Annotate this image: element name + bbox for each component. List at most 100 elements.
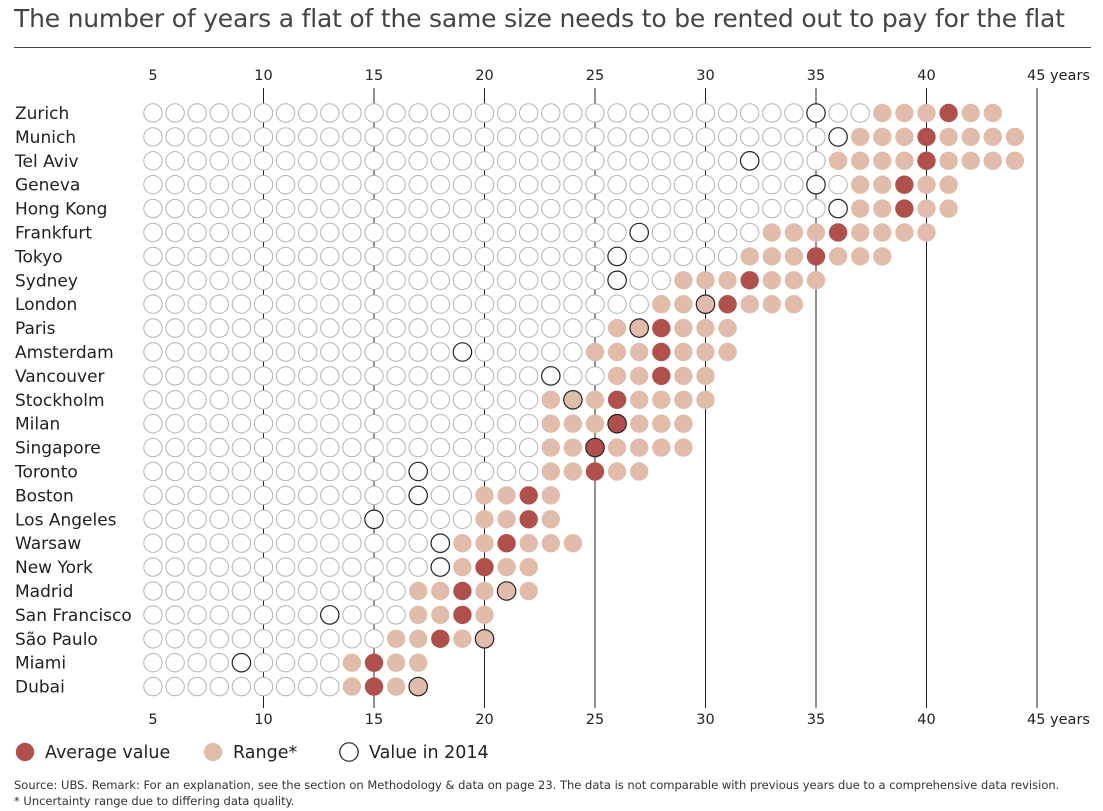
empty-dot: [231, 175, 252, 195]
range-dot: [696, 342, 715, 362]
empty-dot: [408, 366, 428, 386]
empty-dot: [320, 461, 340, 482]
empty-dot: [430, 509, 450, 529]
empty-dot: [474, 175, 495, 195]
empty-dot: [165, 461, 185, 482]
empty-dot: [496, 461, 517, 482]
empty-dot: [165, 629, 185, 649]
empty-dot: [165, 342, 185, 362]
empty-dot: [253, 533, 274, 553]
empty-dot: [364, 127, 384, 147]
city-label: Dubai: [15, 678, 65, 698]
average-dot-2014: [607, 413, 627, 434]
empty-dot: [143, 175, 163, 195]
range-dot: [607, 342, 627, 362]
empty-dot: [253, 103, 274, 123]
empty-dot: [253, 437, 274, 458]
empty-dot: [452, 485, 473, 506]
empty-dot: [275, 318, 296, 338]
empty-dot: [474, 103, 495, 123]
empty-dot: [408, 437, 428, 458]
empty-dot: [143, 414, 163, 434]
empty-dot: [253, 461, 274, 482]
empty-dot: [298, 557, 318, 577]
empty-dot: [275, 581, 296, 601]
empty-dot: [474, 270, 495, 290]
empty-dot: [320, 676, 340, 697]
empty-dot: [386, 246, 406, 267]
empty-dot: [143, 342, 163, 362]
empty-dot: [209, 557, 230, 577]
city-label: Tokyo: [14, 247, 63, 267]
range-dot: [386, 653, 406, 672]
city-label: Paris: [15, 319, 56, 339]
empty-dot: [364, 581, 384, 601]
empty-dot: [209, 366, 230, 386]
empty-dot: [253, 151, 274, 171]
range-dot: [563, 534, 583, 553]
average-dot: [652, 342, 671, 362]
empty-dot: [496, 294, 517, 314]
empty-dot: [143, 270, 163, 290]
range-dot: [541, 486, 560, 505]
range-dot: [696, 390, 715, 409]
city-row-s-o-paulo: São Paulo: [15, 628, 495, 650]
average-dot: [364, 653, 384, 672]
empty-dot: [298, 318, 318, 338]
tick-label-top: 35: [807, 68, 825, 84]
average-dot: [652, 318, 671, 338]
empty-dot: [187, 485, 207, 506]
empty-dot: [695, 127, 716, 147]
tick-label-top: 40: [917, 68, 935, 84]
range-dot: [497, 557, 516, 577]
empty-dot: [519, 318, 539, 338]
empty-dot: [187, 653, 207, 673]
empty-dot: [629, 294, 649, 314]
range-dot: [409, 581, 428, 601]
empty-dot: [165, 246, 185, 267]
empty-dot: [408, 198, 428, 219]
empty-dot: [651, 175, 671, 195]
range-dot: [939, 175, 958, 194]
empty-dot: [740, 103, 760, 123]
range-dot: [563, 462, 583, 481]
empty-dot: [320, 509, 340, 529]
empty-dot: [717, 175, 738, 195]
range-dot: [851, 247, 870, 266]
empty-dot: [320, 151, 340, 171]
tick-label-bottom: 30: [696, 712, 714, 728]
empty-dot: [143, 533, 163, 553]
empty-dot: [695, 198, 716, 219]
empty-dot: [430, 294, 450, 314]
empty-dot: [386, 581, 406, 601]
empty-dot: [452, 461, 473, 482]
empty-dot: [165, 653, 185, 673]
empty-dot: [430, 151, 450, 171]
tick-label-bottom: 20: [475, 712, 493, 728]
average-dot: [431, 629, 450, 648]
city-label: Toronto: [14, 463, 78, 483]
empty-dot: [452, 175, 473, 195]
average-dot: [519, 510, 538, 529]
empty-dot: [275, 366, 296, 386]
range-dot: [718, 271, 737, 290]
empty-dot: [143, 509, 163, 529]
empty-dot: [298, 485, 318, 506]
range-dot-2014: [474, 628, 495, 649]
empty-dot: [187, 246, 207, 267]
empty-dot: [519, 127, 539, 147]
empty-dot: [386, 366, 406, 386]
empty-dot: [386, 270, 406, 290]
empty-dot: [209, 246, 230, 267]
range-dot: [475, 534, 494, 553]
empty-dot: [784, 151, 804, 171]
empty-dot: [452, 103, 473, 123]
empty-dot: [474, 414, 495, 434]
empty-dot: [607, 175, 627, 195]
empty-dot: [430, 222, 450, 243]
range-dot: [652, 438, 671, 457]
empty-dot: [629, 175, 649, 195]
empty-dot: [275, 509, 296, 529]
range-dot: [983, 127, 1002, 147]
range-dot: [873, 247, 892, 266]
